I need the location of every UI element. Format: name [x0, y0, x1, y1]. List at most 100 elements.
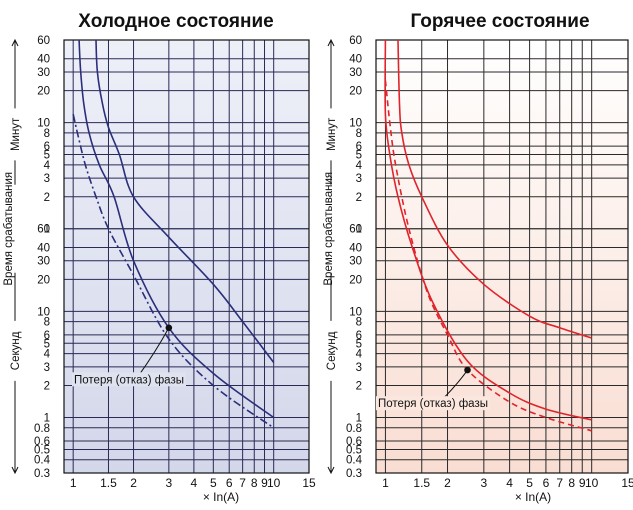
annotation-label: Потеря (отказ) фазы [378, 398, 488, 410]
x-tick-label: 15 [621, 476, 633, 490]
y-tick-label-minutes: 10 [349, 118, 362, 130]
y-tick-label-minutes: 30 [349, 67, 362, 79]
x-tick-label: 8 [568, 476, 575, 490]
y-tick-label-seconds: 0.3 [34, 468, 50, 480]
y-tick-label-seconds: 30 [37, 256, 50, 268]
y-tick-label-seconds: 1 [356, 412, 362, 424]
y-tick-label-seconds: 40 [349, 242, 362, 254]
y-tick-label-seconds: 8 [44, 317, 50, 329]
y-tick-label-seconds: 10 [349, 306, 362, 318]
x-tick-label: 3 [480, 476, 487, 490]
y-tick-label-seconds: 60 [349, 224, 362, 236]
x-tick-label: 1.5 [413, 476, 430, 490]
y-axis-label-minutes: Минут [10, 117, 22, 151]
x-tick-label: 10 [267, 476, 281, 490]
arrow-down-icon [327, 466, 335, 475]
annotation-leader [138, 327, 170, 376]
y-tick-label-minutes: 60 [349, 35, 362, 47]
x-tick-label: 15 [302, 476, 316, 490]
series-line-2 [78, 39, 275, 419]
chart-title: Горячее состояние [410, 11, 589, 32]
x-tick-label: 1 [382, 476, 389, 490]
y-tick-label-seconds: 4 [44, 349, 51, 361]
y-tick-label-minutes: 40 [349, 54, 362, 66]
y-tick-label-seconds: 6 [356, 330, 362, 342]
x-tick-label: 6 [543, 476, 550, 490]
y-tick-label-seconds: 0.8 [346, 423, 362, 435]
x-tick-label: 4 [191, 476, 198, 490]
chart-title: Холодное состояние [78, 11, 273, 32]
y-tick-label-minutes: 2 [356, 192, 362, 204]
y-tick-label-seconds: 60 [37, 224, 50, 236]
x-axis-label: × In(A) [515, 490, 551, 504]
y-tick-label-minutes: 3 [356, 173, 362, 185]
y-tick-label-seconds: 0.3 [346, 468, 362, 480]
y-axis-label-main: Время срабатывания [3, 172, 15, 286]
y-tick-label-minutes: 60 [37, 35, 50, 47]
y-axis-label-main: Время срабатывания [323, 172, 335, 286]
x-tick-label: 1.5 [100, 476, 117, 490]
x-axis-label: × In(A) [203, 490, 239, 504]
x-tick-label: 7 [556, 476, 563, 490]
annotation-leader [443, 369, 468, 399]
y-tick-label-seconds: 5 [44, 338, 50, 350]
x-tick-label: 9 [261, 476, 268, 490]
arrow-up-icon [327, 38, 335, 47]
y-axis-label-seconds: Секунд [326, 331, 338, 370]
y-tick-label-minutes: 8 [356, 128, 362, 140]
y-tick-label-minutes: 4 [44, 160, 51, 172]
y-tick-label-seconds: 0.8 [34, 423, 50, 435]
x-tick-label: 8 [251, 476, 258, 490]
annotation-background [376, 396, 490, 411]
x-tick-label: 7 [239, 476, 246, 490]
y-tick-label-minutes: 40 [37, 54, 50, 66]
y-tick-label-minutes: 5 [44, 150, 50, 162]
annotation-background [72, 372, 186, 387]
y-tick-label-seconds: 0.5 [346, 444, 362, 456]
y-tick-label-minutes: 6 [356, 141, 362, 153]
y-tick-label-seconds: 20 [349, 274, 362, 286]
y-tick-label-minutes: 10 [37, 118, 50, 130]
x-tick-label: 6 [226, 476, 233, 490]
x-tick-label: 3 [166, 476, 173, 490]
arrow-down-icon [11, 466, 19, 475]
x-tick-label: 5 [210, 476, 217, 490]
y-tick-label-seconds: 2 [356, 381, 362, 393]
series-line-3 [384, 80, 592, 432]
y-tick-label-minutes: 30 [37, 67, 50, 79]
y-tick-label-seconds: 1 [44, 412, 50, 424]
series-line-1 [397, 39, 592, 339]
y-tick-label-minutes: 3 [44, 173, 50, 185]
y-tick-label-seconds: 40 [37, 242, 50, 254]
x-tick-label: 2 [444, 476, 451, 490]
annotation-label: Потеря (отказ) фазы [74, 374, 184, 386]
y-tick-label-seconds: 5 [356, 338, 362, 350]
series-line-2 [384, 39, 592, 421]
y-tick-label-seconds: 3 [44, 362, 50, 374]
y-tick-label-seconds: 30 [349, 256, 362, 268]
x-tick-label: 1 [70, 476, 77, 490]
y-tick-label-minutes: 1 [356, 224, 362, 236]
x-tick-label: 5 [526, 476, 533, 490]
cold-chart: Холодное состояние123456810203040600.30.… [3, 11, 316, 504]
y-tick-label-minutes: 1 [44, 224, 50, 236]
y-tick-label-minutes: 6 [44, 141, 50, 153]
y-tick-label-seconds: 20 [37, 274, 50, 286]
y-tick-label-seconds: 10 [37, 306, 50, 318]
y-tick-label-seconds: 2 [44, 381, 50, 393]
y-tick-label-seconds: 3 [356, 362, 362, 374]
y-tick-label-minutes: 4 [356, 160, 363, 172]
y-tick-label-seconds: 4 [356, 349, 363, 361]
plot-frame [375, 39, 629, 474]
y-tick-label-seconds: 0.6 [34, 436, 50, 448]
y-tick-label-minutes: 8 [44, 128, 50, 140]
y-tick-label-minutes: 2 [44, 192, 50, 204]
y-axis-label-seconds: Секунд [10, 331, 22, 370]
y-tick-label-seconds: 8 [356, 317, 362, 329]
y-tick-label-minutes: 5 [356, 150, 362, 162]
x-tick-label: 10 [585, 476, 599, 490]
y-tick-label-seconds: 6 [44, 330, 50, 342]
y-tick-label-seconds: 0.5 [34, 444, 50, 456]
arrow-up-icon [11, 38, 19, 47]
